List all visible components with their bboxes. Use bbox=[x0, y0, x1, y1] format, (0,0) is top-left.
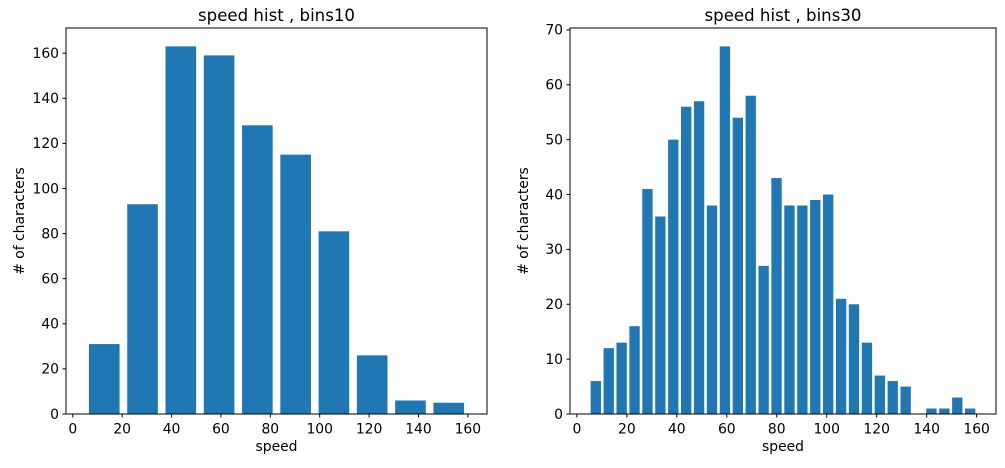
histogram-bar bbox=[242, 125, 273, 414]
histogram-bar bbox=[732, 117, 743, 415]
y-tick-label: 20 bbox=[545, 297, 563, 313]
histogram-bar bbox=[668, 139, 679, 414]
x-tick-label: 80 bbox=[261, 422, 279, 438]
x-tick-label: 20 bbox=[113, 422, 131, 438]
histogram-bar bbox=[356, 355, 388, 414]
x-tick-label: 140 bbox=[405, 422, 432, 438]
axes-frame bbox=[65, 27, 488, 415]
histogram-bar bbox=[655, 216, 666, 414]
y-tick-label: 10 bbox=[545, 352, 563, 368]
y-tick-label: 60 bbox=[41, 271, 59, 287]
histogram-bar bbox=[861, 342, 873, 414]
histogram-bar bbox=[797, 205, 808, 414]
histogram-bar bbox=[603, 348, 614, 414]
histogram-bar bbox=[616, 342, 627, 414]
x-tick-label: 20 bbox=[618, 422, 636, 438]
histogram-bar bbox=[784, 205, 795, 414]
y-tick-label: 0 bbox=[554, 407, 563, 423]
histogram-bar bbox=[642, 189, 653, 414]
histogram-bar bbox=[810, 200, 821, 414]
histogram-bar bbox=[681, 106, 692, 415]
histogram-bar bbox=[165, 46, 197, 414]
histogram-bars bbox=[590, 46, 976, 415]
histogram-bar bbox=[823, 194, 834, 414]
y-tick-label: 140 bbox=[32, 91, 59, 107]
y-tick-label: 80 bbox=[41, 226, 59, 242]
histogram-bar bbox=[745, 95, 756, 414]
y-axis-label: # of characters bbox=[516, 167, 532, 275]
y-tick-label: 60 bbox=[545, 78, 563, 94]
x-tick-label: 160 bbox=[963, 422, 990, 438]
histogram-bar bbox=[939, 408, 950, 414]
x-axis-label: speed bbox=[256, 439, 298, 455]
histogram-bar bbox=[874, 375, 885, 414]
y-tick-label: 40 bbox=[545, 187, 563, 203]
chart-title: speed hist , bins30 bbox=[705, 6, 862, 25]
histogram-bar bbox=[848, 304, 860, 414]
histogram-bins30: 0 20 40 60 80 100 120 140 160 0 10 20 30 40 50 60 70 spee… bbox=[516, 6, 997, 455]
histogram-bar bbox=[88, 344, 120, 414]
histogram-bar bbox=[395, 400, 426, 414]
x-tick-label: 0 bbox=[572, 422, 581, 438]
chart-title: speed hist , bins10 bbox=[198, 6, 355, 25]
histogram-bar bbox=[433, 402, 465, 414]
x-tick-label: 140 bbox=[913, 422, 940, 438]
histogram-bar bbox=[835, 298, 847, 414]
y-tick-label: 40 bbox=[41, 317, 59, 333]
y-tick-label: 20 bbox=[41, 362, 59, 378]
y-tick-label: 100 bbox=[32, 181, 59, 197]
y-tick-label: 160 bbox=[32, 46, 59, 62]
x-tick-label: 120 bbox=[863, 422, 890, 438]
x-axis-label: speed bbox=[762, 439, 804, 455]
y-tick-label: 30 bbox=[545, 242, 563, 258]
x-tick-label: 120 bbox=[356, 422, 383, 438]
x-tick-label: 160 bbox=[455, 422, 482, 438]
histogram-bar bbox=[693, 101, 705, 414]
y-tick-label: 0 bbox=[50, 407, 59, 423]
histogram-bar bbox=[965, 408, 976, 414]
histogram-bar bbox=[629, 326, 640, 414]
axes-frame bbox=[569, 27, 997, 415]
histogram-bar bbox=[926, 408, 937, 414]
histogram-bar bbox=[758, 265, 769, 414]
x-tick-label: 100 bbox=[306, 422, 333, 438]
y-tick-label: 120 bbox=[32, 136, 59, 152]
x-tick-label: 60 bbox=[718, 422, 736, 438]
histogram-bar bbox=[127, 204, 158, 414]
histogram-bins10: 0 20 40 60 80 100 120 140 160 0 20 40 60 80 100 120 140 1… bbox=[12, 6, 488, 455]
histogram-bar bbox=[706, 205, 718, 414]
histogram-bar bbox=[280, 154, 311, 414]
x-tick-label: 80 bbox=[768, 422, 786, 438]
histogram-bars bbox=[88, 46, 465, 415]
x-tick-label: 100 bbox=[813, 422, 840, 438]
histogram-bar bbox=[887, 381, 898, 414]
x-tick-label: 40 bbox=[668, 422, 686, 438]
x-tick-label: 60 bbox=[212, 422, 230, 438]
histogram-bar bbox=[719, 46, 731, 414]
histogram-bar bbox=[590, 381, 601, 414]
histogram-bar bbox=[771, 178, 782, 414]
histogram-bar bbox=[900, 386, 911, 414]
histogram-bar bbox=[952, 397, 963, 414]
x-tick-label: 0 bbox=[68, 422, 77, 438]
y-tick-label: 50 bbox=[545, 132, 563, 148]
y-axis-label: # of characters bbox=[12, 167, 28, 275]
x-tick-label: 40 bbox=[163, 422, 181, 438]
y-tick-label: 70 bbox=[545, 23, 563, 39]
histogram-bar bbox=[318, 231, 350, 414]
histogram-bar bbox=[203, 55, 235, 415]
